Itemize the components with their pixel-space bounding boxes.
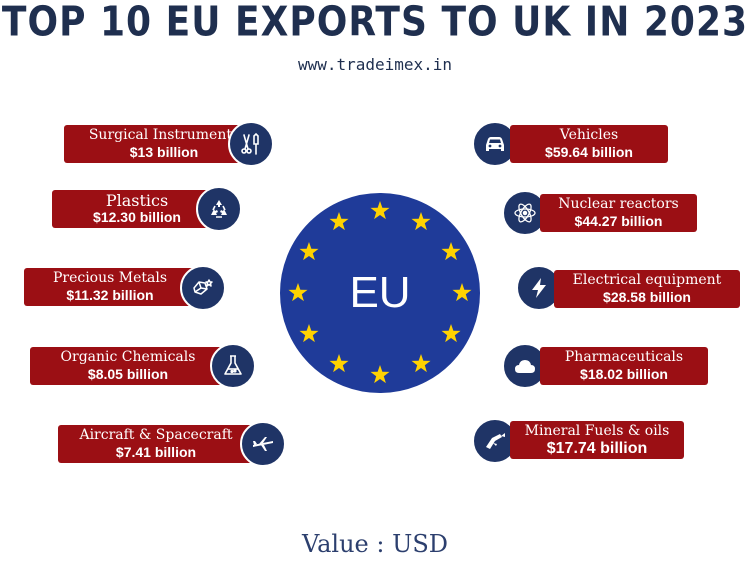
export-item-organic-chemicals: Organic Chemicals $8.05 billion [30, 347, 226, 385]
item-name: Aircraft & Spacecraft [79, 427, 233, 443]
eu-star-icon [370, 365, 390, 384]
airplane-icon [240, 421, 286, 467]
eu-label: EU [349, 268, 410, 317]
eu-star-icon [299, 242, 319, 261]
eu-flag-icon: EU [278, 191, 482, 395]
item-value: $8.05 billion [87, 366, 169, 382]
recycle-icon [196, 186, 242, 232]
gemstone-icon [180, 265, 226, 311]
item-name: Organic Chemicals [60, 349, 196, 365]
item-name: Plastics [105, 191, 169, 210]
export-item-nuclear-reactors: Nuclear reactors $44.27 billion [540, 194, 697, 232]
item-name: Pharmaceuticals [564, 349, 684, 365]
item-value: $11.32 billion [66, 287, 154, 303]
value-unit-note: Value : USD [301, 530, 449, 558]
item-name: Mineral Fuels & oils [524, 423, 670, 439]
eu-star-icon [411, 211, 431, 231]
surgical-tools-icon [228, 121, 274, 167]
item-value: $28.58 billion [603, 289, 691, 305]
export-item-mineral-fuels-oils: Mineral Fuels & oils $17.74 billion [510, 421, 684, 459]
eu-star-icon [411, 354, 431, 373]
eu-star-icon [441, 242, 461, 261]
flask-icon [210, 343, 256, 389]
eu-star-icon [329, 211, 349, 231]
item-value: $59.64 billion [545, 144, 633, 160]
website-url: www.tradeimex.in [297, 55, 453, 74]
item-name: Electrical equipment [572, 272, 722, 288]
export-item-aircraft-spacecraft: Aircraft & Spacecraft $7.41 billion [58, 425, 254, 463]
item-name: Nuclear reactors [558, 196, 679, 212]
eu-star-icon [370, 201, 390, 220]
item-name: Surgical Instruments [88, 127, 240, 143]
eu-star-icon [452, 283, 472, 302]
eu-star-icon [288, 283, 308, 302]
export-item-vehicles: Vehicles $59.64 billion [510, 125, 668, 163]
item-value: $17.74 billion [546, 440, 648, 457]
eu-star-icon [329, 354, 349, 373]
export-item-electrical-equipment: Electrical equipment $28.58 billion [554, 270, 740, 308]
export-item-plastics: Plastics $12.30 billion [52, 190, 222, 228]
export-item-precious-metals: Precious Metals $11.32 billion [24, 268, 196, 306]
item-value: $18.02 billion [580, 366, 668, 382]
item-value: $12.30 billion [93, 209, 181, 225]
page-title: TOP 10 EU EXPORTS TO UK IN 2023 [1, 0, 749, 47]
item-name: Vehicles [559, 127, 619, 143]
item-value: $13 billion [129, 144, 199, 160]
eu-star-icon [299, 324, 319, 343]
item-value: $7.41 billion [115, 444, 197, 460]
item-value: $44.27 billion [574, 213, 663, 229]
eu-star-icon [441, 324, 461, 343]
item-name: Precious Metals [52, 270, 168, 286]
export-item-pharmaceuticals: Pharmaceuticals $18.02 billion [540, 347, 708, 385]
